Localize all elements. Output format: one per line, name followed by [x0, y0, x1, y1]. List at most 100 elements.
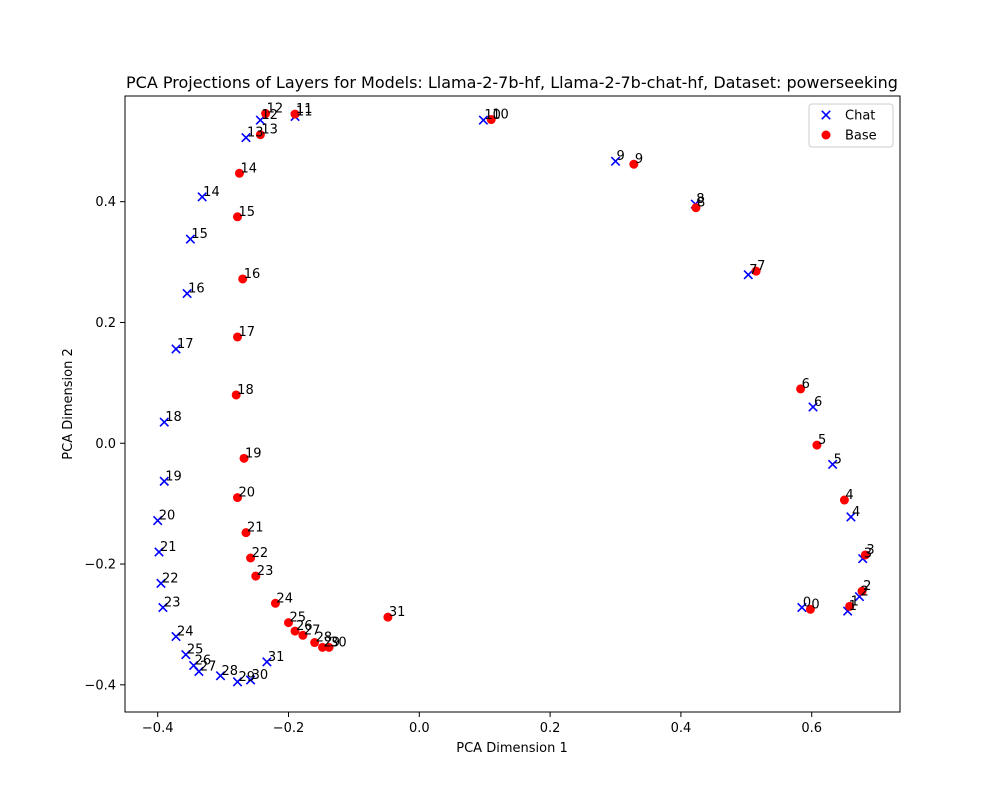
base-point-marker: [238, 274, 248, 284]
base-point-marker: [255, 130, 265, 140]
point-label: 18: [237, 383, 254, 398]
point-label: 30: [330, 635, 347, 650]
point-label: 11: [296, 102, 313, 117]
point-label: 22: [252, 546, 269, 561]
y-tick-label: 0.2: [95, 316, 116, 331]
chat-point-marker: [245, 675, 256, 685]
x-tick-label: −0.2: [273, 721, 305, 736]
y-tick-label: 0.4: [95, 195, 116, 210]
base-point-marker: [290, 626, 300, 636]
point-label: 13: [261, 123, 278, 138]
point-label: 27: [304, 623, 321, 638]
point-label: 21: [160, 540, 177, 555]
base-point-marker: [318, 642, 328, 652]
base-point-marker: [796, 384, 806, 394]
series-base: [231, 109, 870, 652]
x-axis-label: PCA Dimension 1: [456, 741, 567, 756]
base-point-marker: [691, 203, 701, 213]
y-axis: −0.4 −0.2 0.0 0.2 0.4: [84, 195, 125, 693]
chat-point-marker: [846, 512, 856, 522]
base-point-marker: [324, 642, 334, 652]
point-label: 18: [165, 410, 182, 425]
base-point-marker: [251, 571, 261, 581]
plot-area: 0 123456789101112131415161718192021222324…: [152, 102, 875, 687]
point-label: 10: [492, 108, 509, 123]
point-label: 23: [257, 564, 274, 579]
chat-point-marker: [194, 666, 204, 677]
legend-label: Base: [845, 129, 877, 144]
legend-base-marker: [821, 130, 831, 140]
x-tick-label: 0.2: [540, 721, 561, 736]
point-label: 31: [389, 605, 406, 620]
point-label: 23: [164, 596, 181, 611]
point-label: 5: [834, 452, 842, 467]
point-label: 24: [177, 625, 194, 640]
chat-point-marker: [159, 476, 170, 487]
chat-point-marker: [262, 657, 272, 667]
base-point-marker: [629, 159, 639, 169]
point-label: 31: [268, 650, 285, 665]
base-point-marker: [284, 618, 294, 628]
point-label: 14: [203, 185, 220, 200]
base-point-marker: [812, 440, 822, 450]
point-label: 4: [845, 488, 853, 503]
point-label: 7: [749, 263, 757, 278]
point-label: 15: [191, 227, 208, 242]
y-tick-label: −0.2: [84, 558, 116, 573]
series-chat: [152, 111, 868, 687]
point-label: 2: [860, 585, 868, 600]
point-label: 30: [252, 668, 269, 683]
point-label: 16: [188, 281, 205, 296]
chat-point-marker: [215, 670, 226, 681]
point-label: 12: [267, 102, 284, 117]
chat-point-marker: [797, 602, 807, 613]
chat-point-marker: [743, 269, 754, 280]
point-label: 1: [851, 594, 859, 609]
point-label: 17: [238, 325, 255, 340]
point-label: 12: [261, 108, 278, 123]
point-label: 29: [238, 670, 255, 685]
chat-point-marker: [171, 344, 181, 354]
x-tick-label: 0.6: [801, 721, 822, 736]
plot-frame: [124, 95, 901, 713]
point-label: 9: [635, 152, 643, 167]
base-point-marker: [239, 453, 249, 463]
point-label: 8: [696, 192, 704, 207]
y-tick-label: −0.4: [84, 678, 116, 693]
base-point-marker: [246, 553, 256, 563]
base-point-marker: [805, 604, 815, 614]
point-label: 1: [849, 599, 857, 614]
point-label: 29: [324, 635, 341, 650]
point-label: 13: [247, 126, 264, 141]
point-label: 20: [159, 509, 176, 524]
chat-point-marker: [241, 132, 251, 143]
base-point-marker: [857, 586, 867, 596]
point-label: 3: [864, 547, 872, 562]
point-label: 19: [165, 469, 182, 484]
chat-point-marker: [197, 192, 207, 202]
point-label: 28: [221, 664, 238, 679]
chat-point-marker: [185, 234, 196, 244]
base-point-marker: [310, 638, 320, 648]
base-point-marker: [298, 630, 308, 640]
chat-point-marker: [171, 631, 181, 642]
point-label: 11: [296, 105, 313, 120]
base-point-marker: [383, 612, 393, 622]
legend-label: Chat: [845, 109, 875, 124]
point-label: 14: [240, 161, 257, 176]
point-label: 7: [757, 259, 765, 274]
point-label: 27: [200, 660, 217, 675]
chat-point-marker: [827, 459, 838, 470]
point-label: 4: [852, 505, 860, 520]
chat-point-marker: [156, 578, 166, 589]
point-label: 17: [177, 337, 194, 352]
chat-point-marker: [154, 547, 164, 557]
point-label: 20: [238, 486, 255, 501]
x-tick-label: −0.4: [142, 721, 174, 736]
point-label: 28: [316, 631, 333, 646]
point-label: 3: [866, 543, 874, 558]
chat-point-marker: [808, 402, 818, 412]
base-point-marker: [234, 168, 244, 178]
point-label: 26: [195, 653, 212, 668]
